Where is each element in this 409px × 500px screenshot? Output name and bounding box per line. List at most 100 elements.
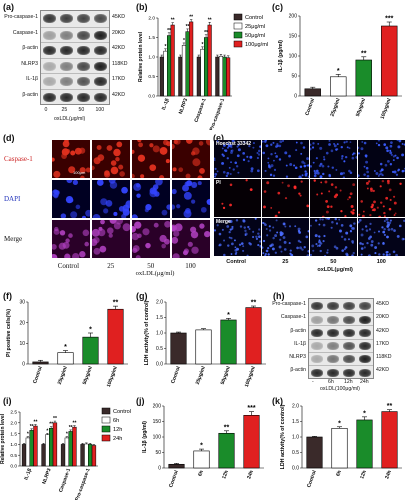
cell <box>204 230 210 238</box>
cell <box>246 254 249 256</box>
cell <box>316 193 319 196</box>
cell <box>231 225 234 229</box>
bar <box>80 444 85 467</box>
bar <box>163 50 168 97</box>
blot-band <box>326 355 340 364</box>
significance-label: * <box>363 410 366 417</box>
cell <box>350 204 354 208</box>
cell <box>273 168 277 171</box>
cell <box>176 204 181 209</box>
blot-membrane <box>40 10 110 105</box>
bar <box>245 307 262 365</box>
micro-tile <box>92 180 130 218</box>
cell <box>132 226 136 233</box>
cell <box>324 180 328 184</box>
blot-band <box>358 329 372 337</box>
cell <box>327 165 330 168</box>
blot-row-label: NLRP3 <box>289 353 306 360</box>
significance-label: * <box>183 38 185 44</box>
blot-kd-label: 118KD <box>376 353 392 360</box>
cell <box>269 229 272 232</box>
cell <box>81 215 86 218</box>
cell <box>115 156 120 162</box>
cell <box>270 152 273 156</box>
significance-label: ** <box>167 28 171 34</box>
cell <box>58 242 66 250</box>
cell <box>252 230 255 233</box>
micro-row-label: Caspase-1 <box>4 155 33 163</box>
cell <box>226 171 230 175</box>
cell <box>84 241 89 247</box>
y-tick-label: 2.0 <box>148 16 155 22</box>
x-tick-label: 24h <box>246 470 255 480</box>
cell <box>121 186 128 194</box>
cell <box>230 236 233 240</box>
cell <box>185 173 191 178</box>
cell <box>300 152 303 155</box>
cell <box>231 242 234 246</box>
cell <box>340 210 343 213</box>
x-tick-label: 6h <box>197 470 205 478</box>
significance-label: * <box>201 42 203 48</box>
cell <box>366 174 370 178</box>
cell <box>385 146 389 150</box>
blot-band <box>310 368 324 377</box>
cell <box>239 225 243 228</box>
cell <box>132 149 135 154</box>
y-tick-label: 30 <box>19 300 25 306</box>
y-tick-label: 0.5 <box>10 453 17 459</box>
lane-label: - <box>312 379 314 385</box>
cell <box>172 167 177 172</box>
blot-band <box>42 30 57 40</box>
cell <box>278 245 282 249</box>
cell <box>363 246 366 249</box>
bar <box>57 352 74 365</box>
cell <box>362 210 365 213</box>
panel-label-b: (b) <box>136 2 148 12</box>
blot-row-label: β-actin <box>22 91 38 98</box>
legend-label: 25μg/ml <box>245 24 265 30</box>
cell <box>377 143 381 147</box>
y-tick-label: 1.0 <box>10 442 17 448</box>
cell <box>276 144 279 147</box>
x-tick-label: 25μg/ml <box>195 365 207 385</box>
cell <box>289 249 292 252</box>
bar <box>381 25 398 97</box>
cell <box>384 163 388 167</box>
cell <box>274 214 278 217</box>
blot-band <box>358 301 372 310</box>
cell <box>231 227 234 230</box>
cell <box>138 142 143 148</box>
x-tick-label: IL-1β <box>161 98 171 111</box>
y-tick-label: 1.5 <box>148 35 155 41</box>
micro-cells <box>313 179 356 217</box>
y-axis-label: Relative protein level <box>0 413 6 464</box>
cell <box>267 253 270 256</box>
cell <box>277 211 281 214</box>
blot-band <box>42 61 57 71</box>
cell <box>190 226 197 233</box>
cell <box>319 249 322 253</box>
cell <box>385 218 389 221</box>
cell <box>230 161 232 164</box>
blot-band <box>93 30 108 40</box>
cell <box>326 251 329 254</box>
cell <box>320 181 323 184</box>
cell <box>387 181 390 185</box>
micro-tile <box>310 140 357 178</box>
cell <box>125 200 130 208</box>
blot-band <box>59 46 74 56</box>
cell <box>340 145 343 149</box>
significance-label: ** <box>361 50 367 57</box>
cell <box>230 253 233 255</box>
cell <box>97 228 106 237</box>
cell <box>61 148 70 156</box>
legend-label: 12h <box>113 427 122 433</box>
cell <box>53 170 61 178</box>
cell <box>262 151 266 155</box>
blot-kd-label: 42KD <box>376 327 389 334</box>
micro-tile <box>172 220 210 258</box>
cell <box>248 241 251 245</box>
blot-band <box>310 329 324 337</box>
cell <box>318 164 322 168</box>
